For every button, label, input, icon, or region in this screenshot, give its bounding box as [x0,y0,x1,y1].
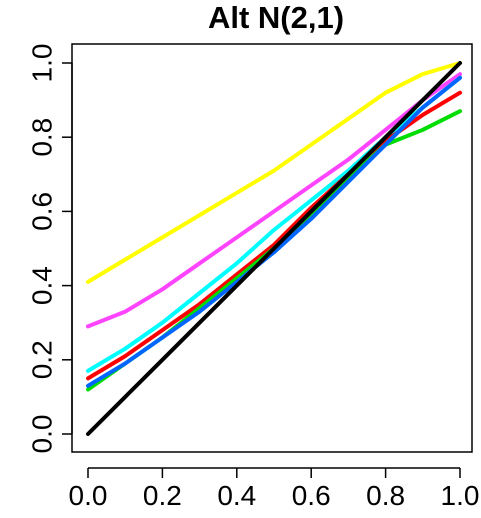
chart-title: Alt N(2,1) [208,0,344,35]
y-tick-label: 0.0 [26,415,57,454]
series-line-1 [86,72,462,329]
y-tick-label: 0.8 [26,118,57,157]
x-axis: 0.0 0.2 0.4 0.6 0.8 1.0 [69,467,480,511]
y-tick-label: 0.4 [26,266,57,305]
y-tick-label: 0.2 [26,340,57,379]
series-line-6 [86,61,462,436]
x-tick-label: 0.4 [217,480,256,511]
series-group [86,61,462,436]
x-tick-label: 0.8 [366,480,405,511]
x-tick-label: 0.2 [143,480,182,511]
series-line-2 [86,75,462,373]
x-tick-label: 0.6 [292,480,331,511]
y-axis: 0.0 0.2 0.4 0.6 0.8 1.0 [26,44,73,454]
y-tick-label: 0.6 [26,192,57,231]
y-tick-label: 1.0 [26,44,57,83]
series-line-5 [86,75,462,388]
x-tick-label: 1.0 [441,480,480,511]
x-tick-label: 0.0 [69,480,108,511]
series-line-0 [86,61,462,284]
